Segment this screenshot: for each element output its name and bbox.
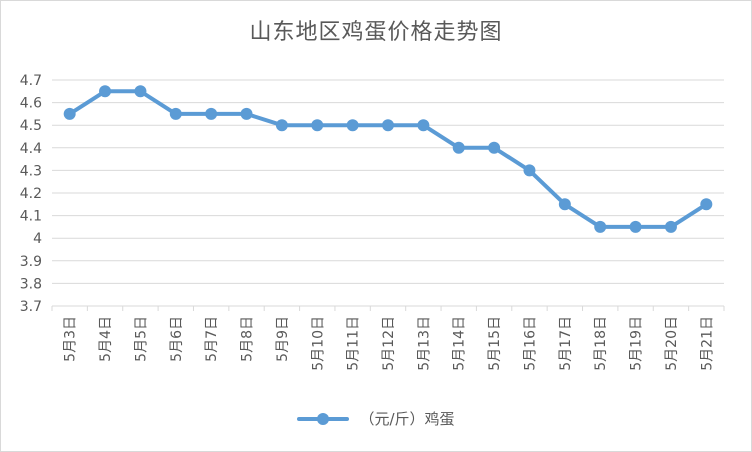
y-tick-label: 4.6 [20,96,42,112]
y-tick-label: 4.3 [20,163,42,179]
x-tick-label: 5月13日 [416,316,432,371]
series-line [67,89,709,229]
x-tick-label: 5月5日 [133,316,149,362]
data-point [488,141,501,154]
x-tick-label: 5月11日 [346,316,362,371]
legend: （元/斤）鸡蛋 [0,408,752,429]
data-point [382,119,394,132]
x-tick-label: 5月20日 [664,316,680,371]
x-tick-label: 5月6日 [169,316,185,362]
legend-label: （元/斤）鸡蛋 [359,410,455,428]
data-point [417,119,430,132]
x-tick-label: 5月16日 [522,316,538,371]
legend-swatch [297,412,350,425]
data-point [311,119,324,132]
gridlines [51,79,725,311]
y-axis-ticks: 3.7 3.8 3.9 4 4.1 4.2 4.3 4.4 4.5 4.6 4.7 [20,73,42,315]
y-tick-label: 3.7 [20,299,42,315]
data-point [205,107,218,120]
x-axis-ticks: 5月3日 5月4日 5月5日 5月6日 5月7日 5月8日 5月9日 5月10日 5月11日 5月… [63,316,716,371]
x-tick-label: 5月8日 [240,316,256,362]
x-tick-label: 5月17日 [558,316,574,371]
x-tick-label: 5月7日 [204,316,220,362]
y-tick-label: 3.9 [20,254,42,270]
x-tick-label: 5月12日 [381,316,397,371]
data-point [346,119,359,132]
chart-title: 山东地区鸡蛋价格走势图 [249,20,503,45]
data-point [169,107,182,120]
data-point [594,220,607,233]
data-point [240,107,253,120]
x-tick-label: 5月21日 [699,316,715,371]
y-tick-label: 4 [33,231,42,247]
data-point [134,85,147,98]
data-point [629,220,642,233]
y-tick-label: 4.4 [20,141,42,157]
data-point [558,198,571,211]
data-point [99,85,112,98]
y-tick-label: 4.1 [20,209,42,225]
x-tick-label: 5月19日 [629,316,645,371]
series-layer [63,85,713,233]
data-point [700,198,713,211]
y-tick-label: 4.7 [20,73,42,89]
data-point [664,220,677,233]
x-tick-label: 5月15日 [487,316,503,371]
y-tick-label: 4.5 [20,118,42,134]
x-tick-label: 5月3日 [63,316,79,362]
x-tick-label: 5月10日 [310,316,326,371]
x-tick-label: 5月9日 [275,316,291,362]
y-tick-label: 4.2 [20,186,42,202]
data-point [523,164,536,177]
x-tick-label: 5月18日 [593,316,609,371]
x-tick-label: 5月4日 [98,316,114,362]
data-point [275,119,288,132]
data-point [63,107,76,120]
x-tick-label: 5月14日 [452,316,468,371]
data-point [452,141,465,154]
y-tick-label: 3.8 [20,276,42,292]
